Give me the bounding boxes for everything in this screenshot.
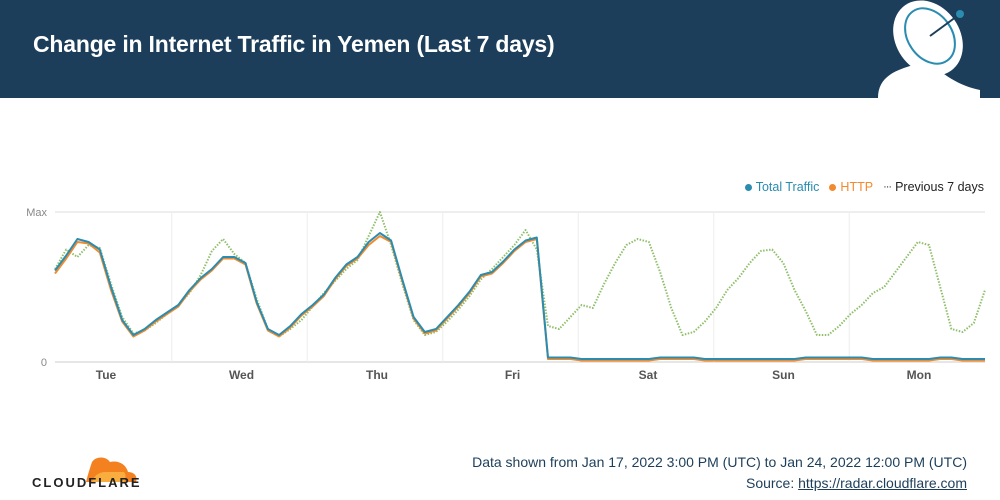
traffic-chart: Tue Wed Thu Fri Sat Sun Mon Max 0 xyxy=(26,207,986,382)
x-tick-label: Wed xyxy=(229,368,254,382)
page-title: Change in Internet Traffic in Yemen (Las… xyxy=(33,31,555,57)
footer: CLOUDFLARE Data shown from Jan 17, 2022 … xyxy=(0,440,1000,500)
header-bar: Change in Internet Traffic in Yemen (Las… xyxy=(0,0,1000,98)
legend-previous[interactable]: ··· Previous 7 days xyxy=(883,180,984,194)
cloudflare-logo-icon xyxy=(86,457,137,482)
http-dot-icon xyxy=(829,183,837,191)
legend-http[interactable]: HTTP xyxy=(829,180,873,194)
legend-previous-label: Previous 7 days xyxy=(895,180,984,194)
source-prefix: Source: xyxy=(745,475,799,491)
y-tick-label: 0 xyxy=(41,357,47,369)
x-tick-label: Tue xyxy=(96,368,117,382)
x-tick-label: Sun xyxy=(772,368,795,382)
legend-total-label: Total Traffic xyxy=(755,180,820,194)
dotted-line-icon: ··· xyxy=(883,181,892,193)
legend-http-label: HTTP xyxy=(840,180,874,194)
legend-total[interactable]: Total Traffic xyxy=(744,180,820,194)
y-tick-label: Max xyxy=(26,207,47,219)
x-tick-label: Sat xyxy=(639,368,658,382)
source-line: Source: https://radar.cloudflare.com xyxy=(746,475,967,491)
x-tick-label: Mon xyxy=(907,368,932,382)
chart-legend: Total Traffic HTTP ··· Previous 7 days xyxy=(744,180,984,194)
x-tick-label: Thu xyxy=(366,368,388,382)
series-total-line xyxy=(54,232,985,360)
date-range-text: Data shown from Jan 17, 2022 3:00 PM (UT… xyxy=(472,454,967,470)
brand-name: CLOUDFLARE xyxy=(32,475,142,490)
series-http-line xyxy=(54,235,985,362)
satellite-dish-icon xyxy=(878,0,980,98)
series-previous-line xyxy=(54,211,986,338)
x-tick-label: Fri xyxy=(505,368,520,382)
source-link[interactable]: https://radar.cloudflare.com xyxy=(798,475,967,491)
total-dot-icon xyxy=(744,183,752,191)
